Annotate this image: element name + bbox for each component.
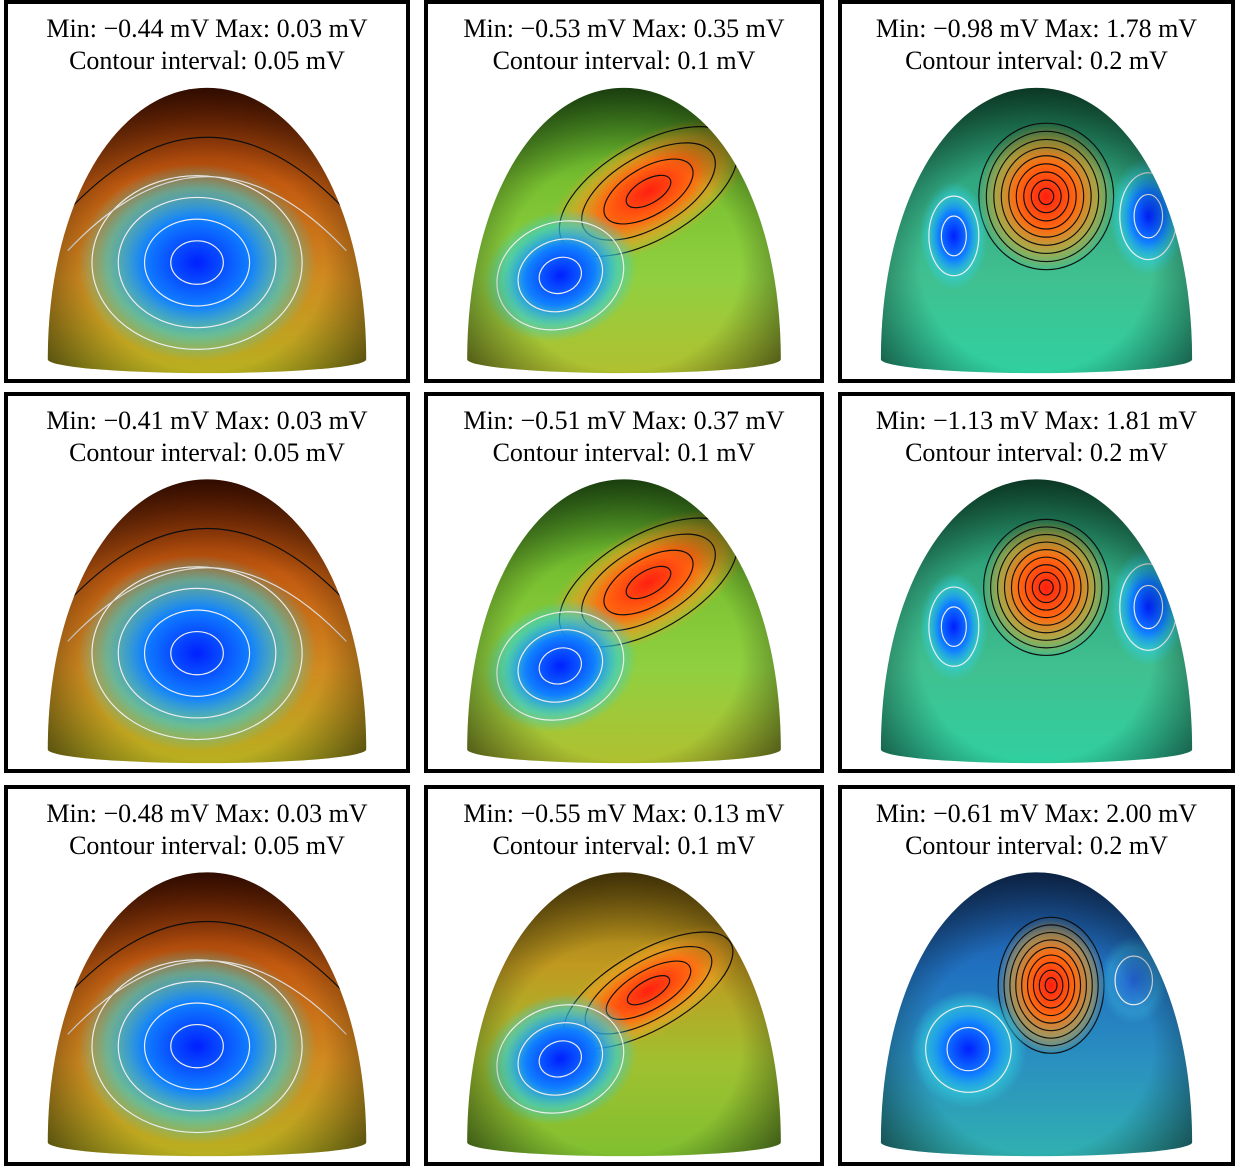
shading (467, 872, 781, 1156)
surface-map (842, 789, 1231, 1162)
surface-map (8, 4, 406, 379)
shading (881, 872, 1192, 1156)
shading (881, 88, 1192, 373)
shading (467, 88, 781, 373)
surface-map (428, 4, 820, 379)
shading (48, 872, 366, 1156)
surface-map (8, 396, 406, 769)
surface-map (842, 4, 1231, 379)
surface-map (428, 396, 820, 769)
shading (48, 479, 366, 763)
shading (881, 479, 1192, 763)
surface-map (428, 789, 820, 1162)
figure: Min: −0.44 mV Max: 0.03 mVContour interv… (0, 0, 1239, 1166)
surface-map (8, 789, 406, 1162)
surface-map (842, 396, 1231, 769)
shading (48, 88, 366, 373)
shading (467, 479, 781, 763)
